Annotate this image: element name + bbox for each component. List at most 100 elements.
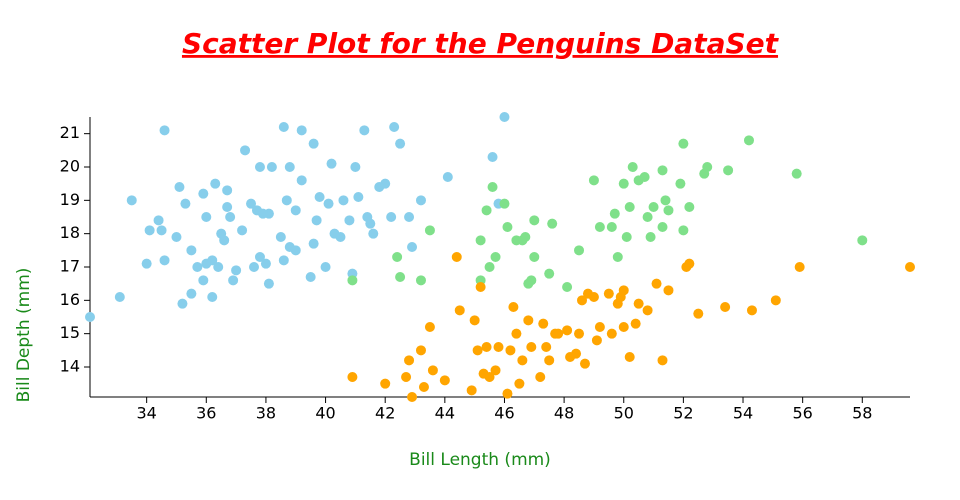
point xyxy=(574,328,585,339)
point xyxy=(702,162,713,172)
point xyxy=(427,365,438,376)
point xyxy=(639,172,650,182)
chart-title: Scatter Plot for the Penguins DataSet xyxy=(182,27,780,60)
point xyxy=(180,198,191,209)
y-tick-label: 14 xyxy=(60,357,80,376)
point xyxy=(407,392,418,402)
point xyxy=(198,275,209,286)
point xyxy=(281,195,292,206)
point xyxy=(529,215,540,226)
point xyxy=(547,218,558,229)
point xyxy=(577,295,587,306)
point xyxy=(415,195,426,206)
point xyxy=(490,365,501,376)
point xyxy=(618,178,629,189)
point xyxy=(720,302,731,312)
point xyxy=(323,198,334,209)
point xyxy=(347,275,358,286)
point xyxy=(174,182,185,192)
point xyxy=(657,355,668,366)
point xyxy=(418,382,429,392)
point xyxy=(582,288,593,299)
point xyxy=(657,222,668,232)
point xyxy=(254,252,265,262)
point xyxy=(404,355,415,366)
point xyxy=(85,312,95,322)
point xyxy=(207,292,218,302)
x-tick-label: 56 xyxy=(792,404,812,423)
point xyxy=(407,242,418,252)
point xyxy=(481,205,492,216)
point xyxy=(207,255,218,266)
point xyxy=(484,372,495,382)
point xyxy=(678,225,689,236)
point xyxy=(308,238,319,249)
x-axis-label: Bill Length (mm) xyxy=(409,450,551,470)
point xyxy=(278,122,289,132)
point xyxy=(186,245,197,256)
point xyxy=(633,298,644,309)
point xyxy=(246,198,257,209)
y-tick-label: 16 xyxy=(60,290,80,309)
point xyxy=(144,225,155,236)
y-tick-label: 18 xyxy=(60,223,80,242)
point xyxy=(442,172,453,182)
point xyxy=(153,215,164,226)
point xyxy=(663,205,674,216)
point xyxy=(612,252,623,262)
point xyxy=(156,225,167,236)
point xyxy=(415,275,426,286)
point xyxy=(723,165,734,176)
point xyxy=(529,252,540,262)
point xyxy=(386,212,397,222)
x-tick-label: 40 xyxy=(315,404,335,423)
point xyxy=(675,178,686,189)
point xyxy=(260,258,271,269)
point xyxy=(475,282,486,292)
point xyxy=(475,235,486,246)
point xyxy=(487,182,498,192)
point xyxy=(526,342,537,352)
point xyxy=(511,328,522,339)
point xyxy=(326,158,337,169)
point xyxy=(201,212,212,222)
point xyxy=(571,348,582,359)
point xyxy=(254,162,265,172)
point xyxy=(678,138,689,149)
point xyxy=(472,345,483,356)
point xyxy=(380,378,391,389)
point xyxy=(359,125,370,136)
y-tick-label: 21 xyxy=(60,123,80,142)
x-tick-label: 42 xyxy=(375,404,395,423)
point xyxy=(517,355,528,366)
point xyxy=(177,298,188,309)
point xyxy=(404,212,415,222)
point xyxy=(514,378,525,389)
point xyxy=(141,258,152,269)
point xyxy=(657,165,668,176)
point xyxy=(624,352,635,362)
point xyxy=(562,325,573,336)
point xyxy=(627,162,638,172)
y-tick-label: 19 xyxy=(60,190,80,209)
point xyxy=(502,222,513,232)
x-tick-label: 46 xyxy=(494,404,514,423)
point xyxy=(240,145,251,156)
point xyxy=(642,305,653,316)
point xyxy=(314,192,325,202)
y-tick-label: 20 xyxy=(60,157,80,176)
point xyxy=(353,192,364,202)
point xyxy=(588,175,599,186)
point xyxy=(526,275,537,286)
point xyxy=(335,232,346,242)
point xyxy=(493,342,504,352)
point xyxy=(424,322,435,332)
point xyxy=(621,232,632,242)
x-tick-label: 52 xyxy=(673,404,693,423)
point xyxy=(487,152,498,162)
point xyxy=(186,288,197,299)
point xyxy=(389,122,400,132)
point xyxy=(618,285,629,296)
point xyxy=(642,212,653,222)
